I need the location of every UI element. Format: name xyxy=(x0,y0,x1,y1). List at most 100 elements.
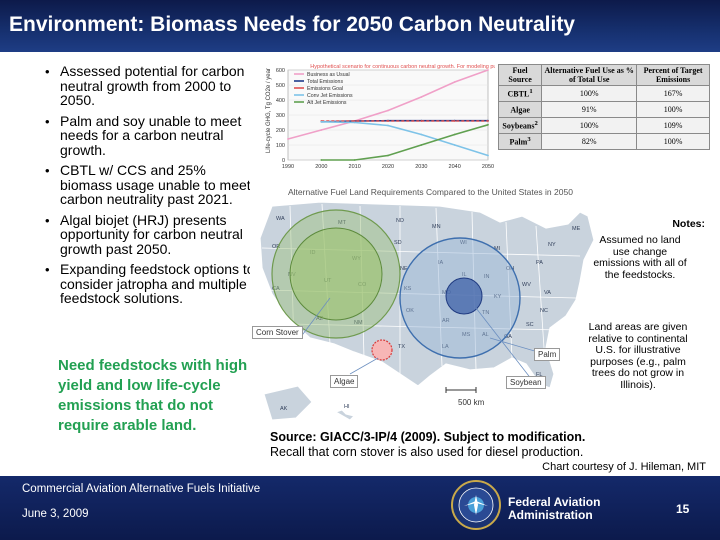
chart-point xyxy=(487,154,489,157)
chart-point xyxy=(287,138,289,140)
chart-x-tick-label: 2010 xyxy=(349,164,361,170)
chart-point xyxy=(320,120,323,123)
state-label: MN xyxy=(432,224,441,230)
table-row: Palm3 82% 100% xyxy=(497,133,710,150)
chart-legend-label: Total Emissions xyxy=(307,79,343,85)
row-footnote: 1 xyxy=(529,88,533,96)
table-row: Algae 91% 100% xyxy=(497,101,710,118)
bullet-text: Expanding feedstock options to consider … xyxy=(60,261,255,306)
table-row-head: Soybeans2 xyxy=(497,117,543,134)
state-label: IL xyxy=(462,272,467,278)
source-citation: Source: GIACC/3-IP/4 (2009). Subject to … xyxy=(270,430,586,444)
state-label: LA xyxy=(442,344,449,350)
fuel-source-table: Fuel Source Alternative Fuel Use as % of… xyxy=(497,64,710,150)
footer-date: June 3, 2009 xyxy=(22,508,89,520)
row-footnote: 3 xyxy=(527,136,531,144)
chart-legend-label: Alt Jet Emissions xyxy=(307,100,347,106)
chart-x-tick-label: 2020 xyxy=(382,164,394,170)
chart-point xyxy=(387,154,389,157)
bullet-item: • Assessed potential for carbon neutral g… xyxy=(44,64,256,108)
chart-legend-label: Conv Jet Emissions xyxy=(307,93,353,99)
table-cell: 100% xyxy=(541,117,638,134)
chart-series-line xyxy=(321,121,489,157)
state-label: GA xyxy=(504,334,512,340)
chart-point xyxy=(487,69,489,71)
bullet-text: Palm and soy unable to meet needs for a … xyxy=(60,112,242,158)
state-label: ND xyxy=(396,218,404,224)
table-cell: 100% xyxy=(636,101,710,118)
table-row-head: CBTL1 xyxy=(497,85,543,102)
state-label: VA xyxy=(544,290,551,296)
chart-y-tick-label: 100 xyxy=(276,143,285,149)
state-label: WI xyxy=(460,240,467,246)
bullet-text: CBTL w/ CCS and 25% biomass usage unable… xyxy=(60,162,251,207)
table-cell: 100% xyxy=(636,133,710,150)
table-header: Percent of Target Emissions xyxy=(636,64,710,86)
soybean-label: Soybean xyxy=(506,376,546,389)
page-number: 15 xyxy=(676,502,690,516)
alaska-shape xyxy=(263,385,313,421)
state-label: CA xyxy=(272,286,280,292)
chart-point xyxy=(387,124,389,127)
chart-y-axis-label: Life-cycle GHG, Tg CO2e / year xyxy=(266,68,272,153)
row-source: CBTL xyxy=(507,89,530,99)
emissions-line-chart: Life-cycle GHG, Tg CO2e / year Hypotheti… xyxy=(266,64,495,170)
table-cell: 167% xyxy=(636,85,710,102)
state-label: PA xyxy=(536,260,543,266)
state-label: TN xyxy=(482,310,489,316)
chart-credit: Chart courtesy of J. Hileman, MIT xyxy=(542,461,706,473)
palm-label: Palm xyxy=(534,348,561,361)
map-title: Alternative Fuel Land Requirements Compa… xyxy=(288,187,573,197)
footer-agency: Federal Aviation Administration xyxy=(508,496,600,521)
footer-agency-line1: Federal Aviation xyxy=(508,495,601,509)
recall-note: Recall that corn stover is also used for… xyxy=(270,445,584,459)
chart-point xyxy=(420,120,423,122)
chart-point xyxy=(353,120,356,122)
algae-label: Algae xyxy=(330,375,359,388)
scale-label: 500 km xyxy=(458,398,485,407)
chart-point xyxy=(420,144,423,146)
footer-bar: Commercial Aviation Alternative Fuels In… xyxy=(0,476,720,540)
state-label: WV xyxy=(522,282,531,288)
table-header-row: Fuel Source Alternative Fuel Use as % of… xyxy=(497,64,710,86)
row-source: Algae xyxy=(510,105,530,115)
state-label: OH xyxy=(506,266,514,272)
chart-point xyxy=(353,159,356,161)
chart-x-tick-label: 1990 xyxy=(282,164,294,170)
notes-land-use: Assumed no land use change emissions wit… xyxy=(593,234,687,281)
chart-y-tick-label: 0 xyxy=(282,158,285,164)
chart-x-tick-label: 2050 xyxy=(482,164,494,170)
chart-legend-label: Emissions Goal xyxy=(307,86,343,92)
state-label: WA xyxy=(276,216,285,222)
state-label: OR xyxy=(272,244,280,250)
notes-land-area: Land areas are given relative to contine… xyxy=(588,321,688,391)
state-label: FL xyxy=(536,372,542,378)
state-label: NM xyxy=(354,320,363,326)
chart-point xyxy=(353,121,356,124)
table-row-head: Algae xyxy=(497,101,543,118)
chart-y-tick-label: 500 xyxy=(276,83,285,89)
bullet-list: • Assessed potential for carbon neutral g… xyxy=(44,64,256,312)
corn-stover-inner-circle xyxy=(289,227,383,321)
state-label: NY xyxy=(548,242,556,248)
chart-point xyxy=(387,109,389,112)
row-footnote: 2 xyxy=(534,120,538,128)
chart-point xyxy=(420,96,423,98)
chart-grid xyxy=(287,69,489,161)
footer-agency-line2: Administration xyxy=(508,507,593,522)
faa-seal-icon xyxy=(451,480,501,530)
state-label: AK xyxy=(280,406,288,412)
title-bar: Environment: Biomass Needs for 2050 Carb… xyxy=(0,0,720,52)
chart-legend-label: Business as Usual xyxy=(307,72,350,78)
chart-point xyxy=(320,129,323,131)
corn-stover-label: Corn Stover xyxy=(252,326,303,339)
state-label: OK xyxy=(406,308,414,314)
chart-point xyxy=(420,133,423,136)
state-label: MI xyxy=(494,246,501,252)
table-cell: 91% xyxy=(541,101,638,118)
table-header: Alternative Fuel Use as % of Total Use xyxy=(541,64,638,86)
table-cell: 100% xyxy=(541,85,638,102)
chart-point xyxy=(453,120,456,122)
chart-point xyxy=(453,81,456,83)
bullet-item: • Algal biojet (HRJ) presents opportunity… xyxy=(44,212,256,257)
